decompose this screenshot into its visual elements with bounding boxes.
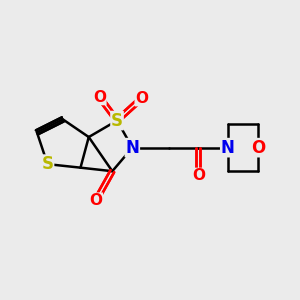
Text: S: S (111, 112, 123, 130)
Text: O: O (93, 89, 106, 104)
Text: N: N (125, 139, 139, 157)
Text: O: O (89, 193, 102, 208)
Text: O: O (135, 91, 148, 106)
Text: O: O (192, 168, 205, 183)
Text: O: O (251, 139, 266, 157)
Text: N: N (221, 139, 235, 157)
Text: S: S (41, 155, 53, 173)
